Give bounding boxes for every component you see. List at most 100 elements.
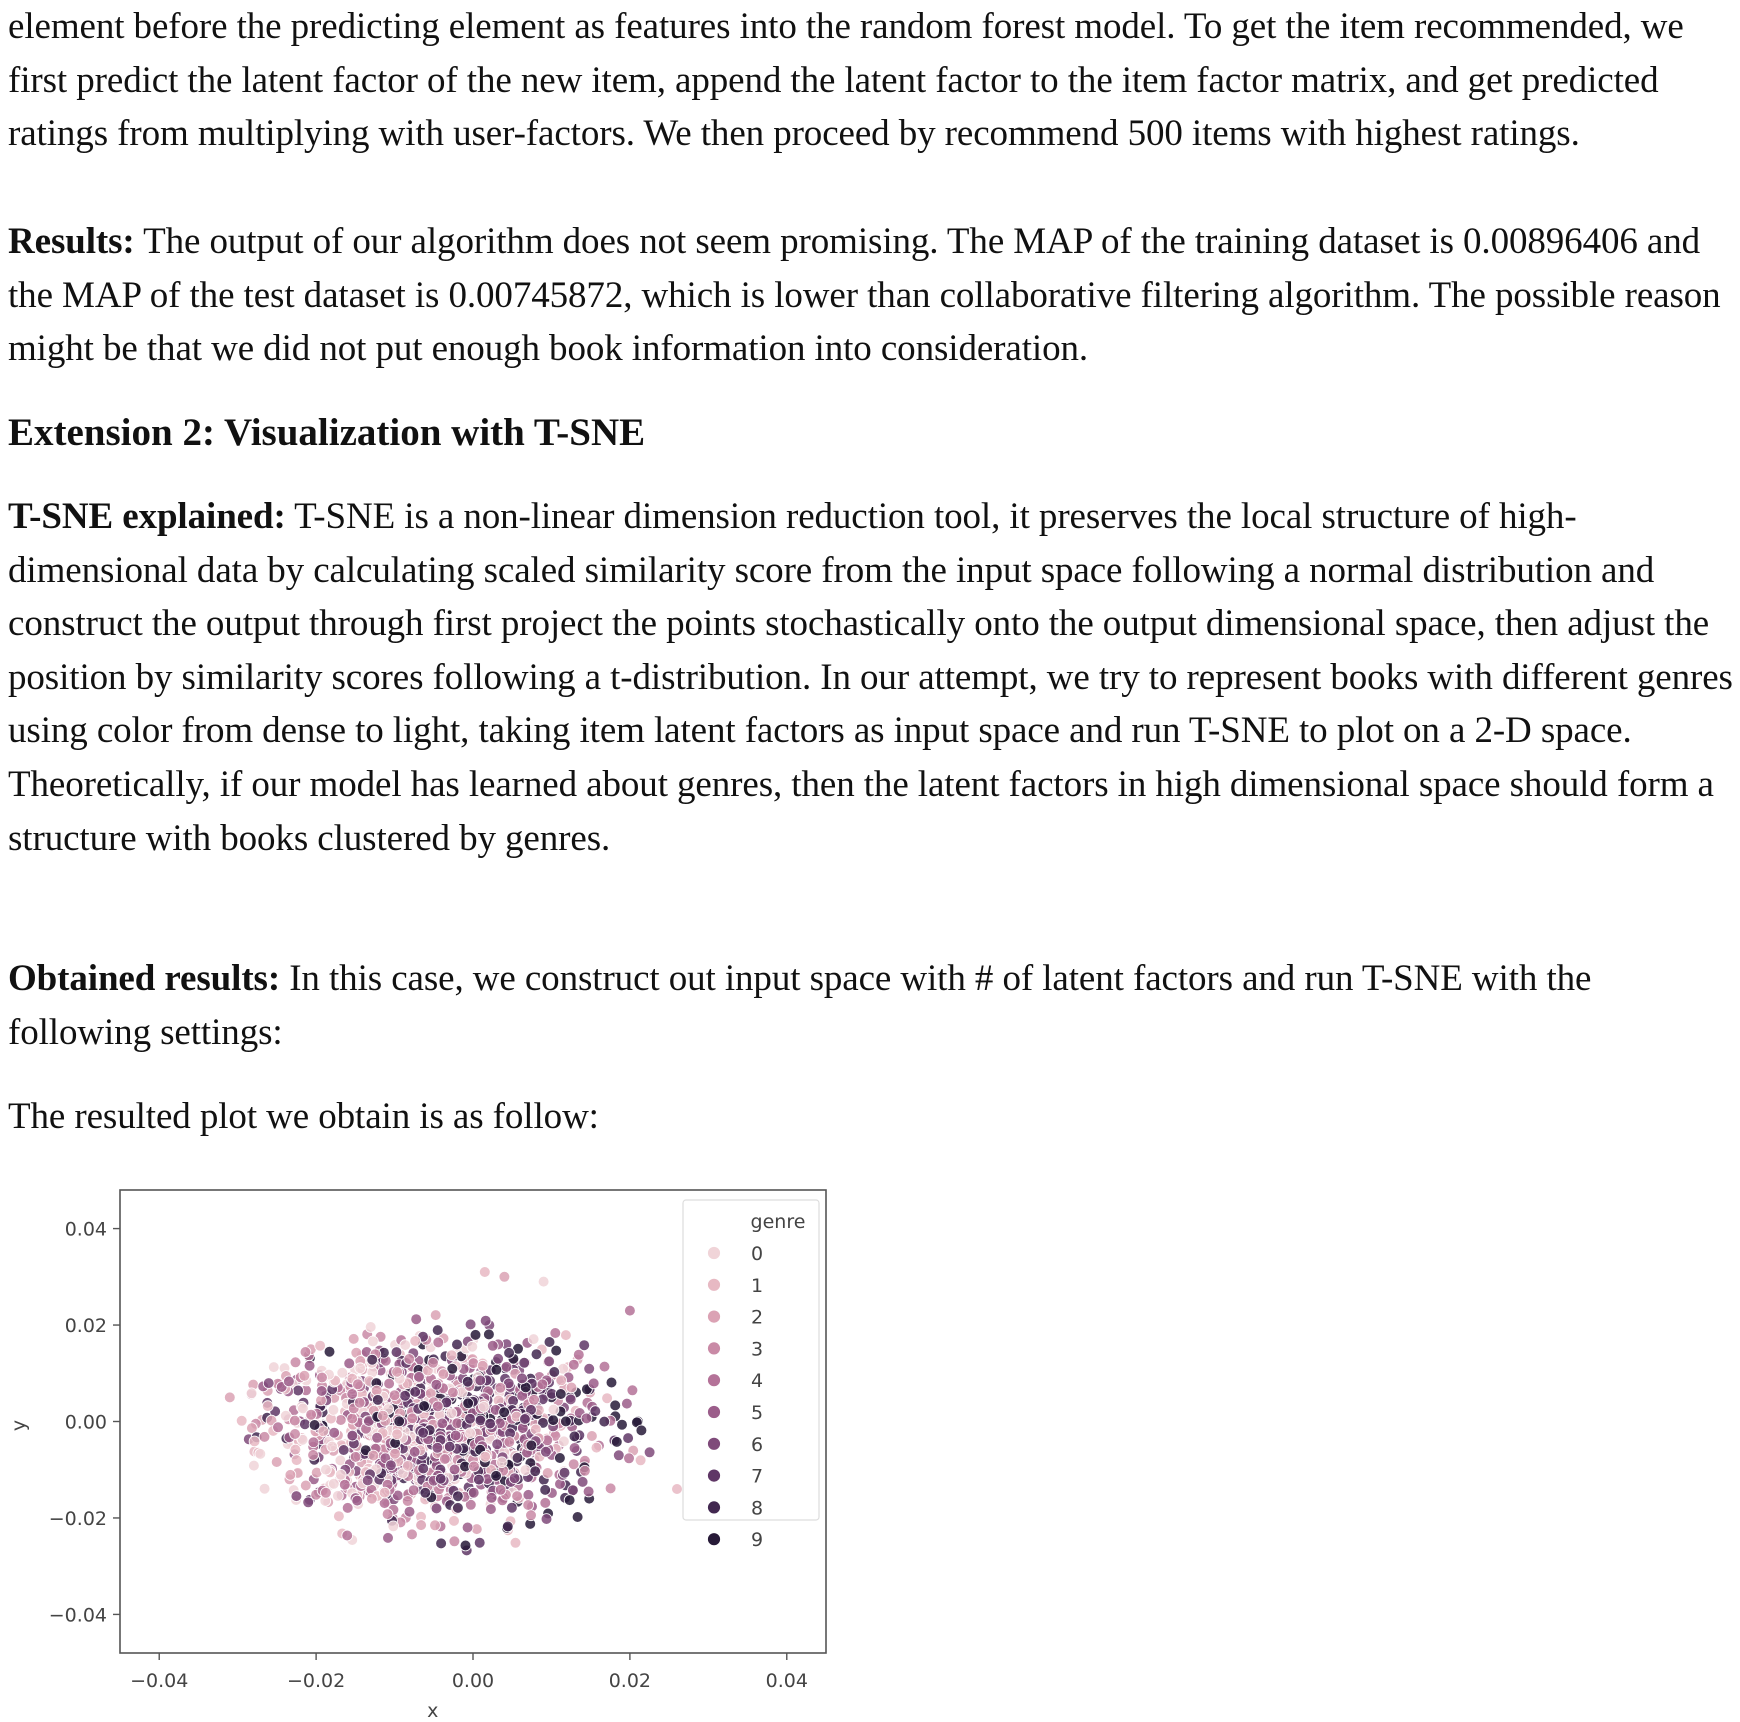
scatter-point-genre-4 [536,1378,549,1391]
scatter-point-genre-4 [567,1358,580,1371]
scatter-point-genre-0 [519,1464,532,1476]
scatter-point-genre-4 [626,1384,639,1397]
scatter-point-genre-5 [485,1503,497,1515]
legend-label: 3 [751,1338,763,1360]
scatter-point-genre-5 [410,1313,423,1326]
scatter-point-genre-8 [539,1484,551,1496]
y-tick-label: 0.04 [65,1219,107,1241]
scatter-point-genre-5 [568,1442,581,1454]
scatter-point-genre-2 [246,1422,258,1434]
scatter-point-genre-1 [601,1392,613,1405]
scatter-point-genre-7 [417,1426,429,1439]
scatter-point-genre-2 [429,1309,442,1321]
scatter-point-genre-9 [605,1376,618,1389]
scatter-point-genre-1 [560,1329,572,1341]
scatter-point-genre-3 [406,1412,419,1425]
scatter-point-genre-0 [245,1387,258,1400]
scatter-point-genre-3 [406,1528,418,1541]
scatter-point-genre-4 [572,1348,585,1361]
scatter-point-genre-5 [449,1429,462,1442]
scatter-point-genre-7 [578,1339,590,1352]
scatter-point-genre-4 [598,1360,611,1373]
scatter-point-genre-3 [403,1353,416,1365]
tsne-scatter-chart: −0.04 −0.02 0.00 0.02 0.04 0.04 0.02 0.00 −0.02 −… [8,1189,827,1722]
scatter-point-genre-9 [483,1328,495,1341]
scatter-point-genre-8 [511,1452,524,1464]
scatter-point-genre-0 [334,1468,347,1481]
obtained-results-label: Obtained results: [8,958,281,999]
scatter-point-genre-5 [485,1491,498,1504]
scatter-outlier-point [498,1271,511,1283]
scatter-point-genre-6 [361,1474,374,1487]
scatter-point-genre-0 [279,1410,292,1422]
scatter-point-genre-7 [443,1440,456,1453]
scatter-point-genre-9 [563,1494,576,1506]
scatter-point-genre-8 [529,1465,541,1478]
scatter-point-genre-2 [270,1456,283,1468]
scatter-point-genre-9 [571,1511,584,1523]
scatter-point-genre-1 [590,1441,603,1454]
scatter-point-genre-9 [462,1397,474,1410]
scatter-point-genre-3 [352,1378,364,1391]
scatter-point-genre-3 [307,1449,319,1461]
scatter-point-genre-1 [479,1450,492,1463]
scatter-point-genre-8 [419,1486,432,1499]
scatter-point-genre-3 [503,1436,516,1448]
scatter-point-genre-5 [315,1385,328,1397]
scatter-point-genre-9 [610,1436,623,1448]
scatter-outlier-point [624,1304,636,1317]
scatter-point-genre-3 [334,1414,347,1426]
scatter-point-genre-1 [409,1335,422,1347]
scatter-point-genre-7 [417,1462,430,1475]
scatter-point-genre-2 [367,1449,380,1462]
scatter-point-genre-9 [308,1419,321,1431]
scatter-point-genre-2 [415,1519,427,1531]
scatter-point-genre-6 [262,1377,275,1389]
scatter-point-genre-6 [583,1363,595,1375]
scatter-point-genre-4 [623,1452,635,1465]
legend-marker-genre-5 [707,1405,721,1419]
scatter-point-genre-5 [371,1431,383,1444]
scatter-point-genre-6 [576,1476,589,1488]
paragraph-tsne-explained: T-SNE explained: T-SNE is a non-linear d… [8,490,1733,865]
scatter-point-genre-8 [452,1502,464,1514]
scatter-point-genre-5 [408,1446,421,1458]
scatter-point-genre-1 [289,1443,302,1456]
scatter-point-genre-6 [543,1355,555,1368]
scatter-point-genre-5 [343,1357,356,1370]
scatter-point-genre-4 [341,1502,354,1514]
scatter-point-genre-0 [466,1340,479,1353]
legend-marker-genre-3 [707,1341,721,1356]
scatter-point-genre-2 [565,1381,578,1394]
scatter-point-genre-2 [391,1366,403,1378]
scatter-point-genre-0 [332,1490,344,1502]
scatter-point-genre-2 [389,1447,401,1460]
scatter-point-genre-5 [522,1489,535,1501]
scatter-point-genre-7 [506,1501,518,1514]
scatter-point-genre-8 [530,1348,543,1361]
scatter-point-genre-3 [401,1495,414,1507]
scatter-point-genre-8 [461,1375,474,1388]
scatter-point-genre-6 [564,1393,577,1406]
scatter-point-genre-3 [289,1356,302,1369]
scatter-point-genre-5 [382,1532,394,1544]
x-tick-label: −0.04 [130,1670,188,1692]
scatter-point-genre-7 [558,1466,571,1479]
legend-label: 1 [751,1275,763,1297]
scatter-point-genre-6 [464,1318,477,1331]
scatter-point-genre-0 [297,1402,309,1415]
scatter-point-genre-9 [323,1345,336,1358]
scatter-point-genre-8 [366,1353,379,1366]
scatter-point-genre-1 [391,1428,403,1441]
scatter-point-genre-7 [399,1390,411,1402]
x-tick-label: −0.02 [287,1670,345,1692]
scatter-point-genre-3 [346,1412,359,1425]
scatter-point-genre-4 [539,1497,552,1509]
scatter-point-genre-3 [299,1346,312,1358]
scatter-point-genre-3 [528,1394,540,1406]
scatter-point-genre-6 [612,1449,625,1462]
scatter-point-genre-7 [622,1432,634,1444]
scatter-point-genre-9 [498,1406,510,1419]
scatter-point-genre-0 [527,1333,540,1345]
scatter-point-genre-0 [478,1401,490,1413]
